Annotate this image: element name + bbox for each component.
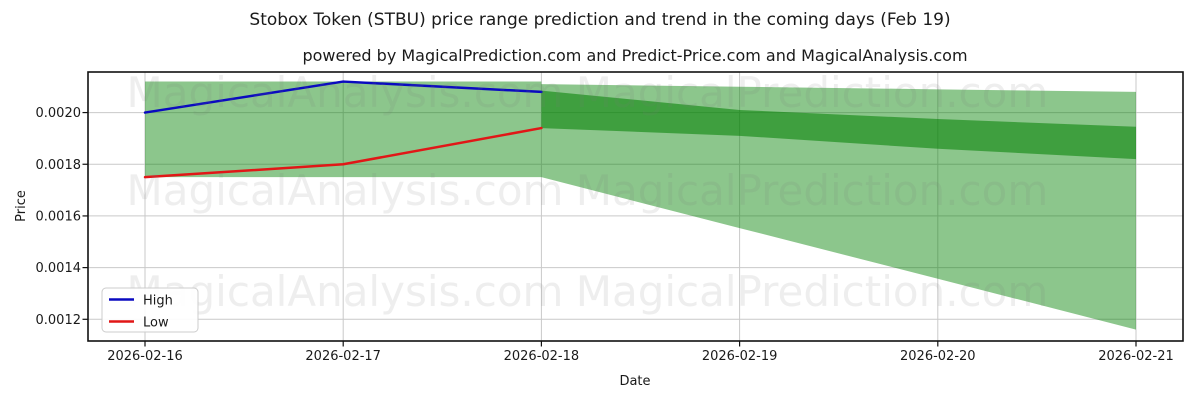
x-axis-label: Date bbox=[619, 374, 650, 389]
tick-labels: 2026-02-16 2026-02-17 2026-02-18 2026-02-19… bbox=[36, 106, 1174, 364]
x-tick-label: 2026-02-20 bbox=[900, 349, 976, 364]
plot-frame bbox=[87, 71, 1184, 342]
axis-ticks bbox=[82, 111, 1137, 347]
y-tick-label: 0.0020 bbox=[36, 106, 82, 121]
legend-high-label: High bbox=[143, 294, 173, 309]
chart-subtitle: powered by MagicalPrediction.com and Pre… bbox=[302, 46, 967, 65]
y-tick-label: 0.0016 bbox=[36, 209, 82, 224]
x-tick-label: 2026-02-17 bbox=[305, 349, 381, 364]
watermark-analysis: MagicalAnalysis.com bbox=[127, 267, 564, 316]
watermark-prediction: MagicalPrediction.com bbox=[576, 267, 1049, 316]
series-line-low bbox=[143, 126, 543, 179]
series-line-high bbox=[143, 80, 543, 114]
y-tick-label: 0.0014 bbox=[36, 261, 82, 276]
price-lines bbox=[143, 80, 543, 179]
watermark-prediction: MagicalPrediction.com bbox=[576, 68, 1049, 117]
y-tick-label: 0.0018 bbox=[36, 158, 82, 173]
watermark-texts: MagicalAnalysis.com MagicalPrediction.com… bbox=[127, 68, 1049, 316]
x-tick-label: 2026-02-16 bbox=[107, 349, 183, 364]
x-tick-label: 2026-02-21 bbox=[1098, 349, 1174, 364]
y-axis-label: Price bbox=[14, 190, 29, 222]
observed-range bbox=[145, 81, 542, 178]
gridlines bbox=[88, 72, 1183, 341]
x-tick-label: 2026-02-19 bbox=[702, 349, 778, 364]
legend-low-label: Low bbox=[143, 316, 169, 331]
y-tick-label: 0.0012 bbox=[36, 313, 82, 328]
legend: High Low bbox=[101, 287, 199, 333]
watermark-analysis: MagicalAnalysis.com bbox=[127, 166, 564, 215]
chart-title: Stobox Token (STBU) price range predicti… bbox=[249, 10, 950, 30]
x-tick-label: 2026-02-18 bbox=[504, 349, 580, 364]
watermark-analysis: MagicalAnalysis.com bbox=[127, 68, 564, 117]
prediction-bands bbox=[145, 81, 1136, 330]
watermark-prediction: MagicalPrediction.com bbox=[576, 166, 1049, 215]
forecast-range-inner bbox=[541, 90, 1136, 160]
